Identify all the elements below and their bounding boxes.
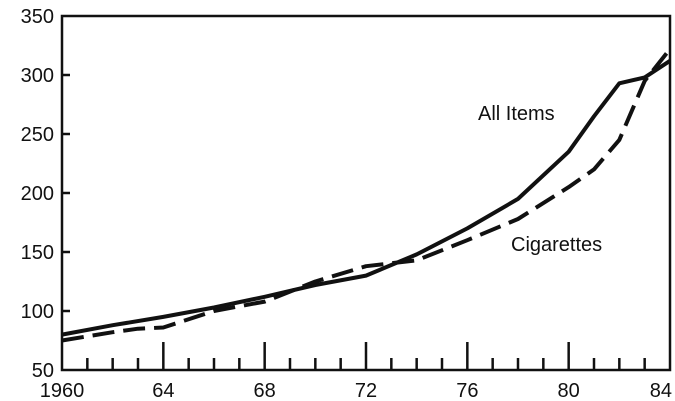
x-tick-label: 84: [650, 380, 672, 401]
x-tick-label: 80: [558, 380, 580, 401]
x-tick-label: 64: [152, 380, 174, 401]
y-tick-label: 50: [32, 360, 54, 382]
series-label-all-items: All Items: [478, 103, 555, 125]
series-line-all-items: [62, 61, 670, 335]
x-axis-ticks: 1960 64 68 72 76 80 84: [40, 342, 672, 401]
y-tick-label: 150: [21, 242, 54, 264]
y-tick-label: 250: [21, 124, 54, 146]
x-tick-label: 72: [355, 380, 377, 401]
x-tick-label: 68: [254, 380, 276, 401]
y-tick-label: 100: [21, 301, 54, 323]
series-line-cigarettes: [62, 49, 670, 341]
series-lines: [62, 49, 670, 341]
series-label-cigarettes: Cigarettes: [511, 234, 602, 256]
y-tick-label: 200: [21, 183, 54, 205]
y-tick-label: 300: [21, 65, 54, 87]
x-tick-label: 76: [456, 380, 478, 401]
y-tick-label: 350: [21, 6, 54, 28]
x-tick-label: 1960: [40, 380, 85, 401]
